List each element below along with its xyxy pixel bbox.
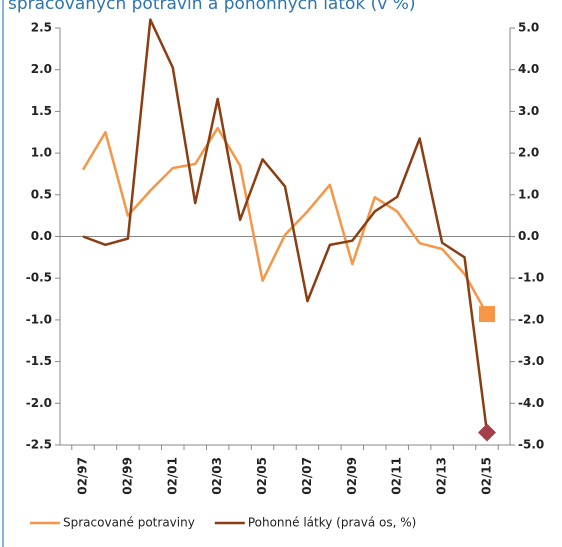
legend-label: Spracované potraviny: [63, 516, 195, 530]
legend-label: Pohonné látky (pravá os, %): [248, 516, 417, 530]
y2-tick-label: 3.0: [518, 104, 539, 118]
y2-tick-label: 5.0: [518, 21, 539, 35]
y2-tick-label: 0.0: [518, 229, 539, 243]
y2-tick-label: -5.0: [518, 438, 544, 452]
x-tick-label: 02/99: [120, 457, 134, 495]
y-tick-label: -0.5: [26, 271, 52, 285]
series-line: [82, 18, 489, 433]
x-tick-label: 02/03: [210, 457, 224, 495]
y-tick-label: -1.0: [26, 312, 52, 326]
y-tick-label: 1.0: [31, 146, 52, 160]
y2-tick-label: -2.0: [518, 312, 544, 326]
x-tick-label: 02/15: [480, 457, 494, 495]
y-tick-label: 2.0: [31, 62, 52, 76]
y2-tick-label: -3.0: [518, 354, 544, 368]
end-marker: [479, 306, 495, 323]
x-tick-label: 02/97: [76, 457, 90, 495]
y2-tick-label: 1.0: [518, 187, 539, 201]
y-tick-label: 0.0: [31, 229, 52, 243]
chart-title: spracovaných potravín a pohonných látok …: [8, 0, 416, 14]
x-tick-label: 02/09: [345, 457, 359, 495]
y-tick-label: 1.5: [31, 104, 52, 118]
y2-tick-label: -1.0: [518, 271, 544, 285]
y-tick-label: -2.5: [26, 438, 52, 452]
y2-tick-label: 2.0: [518, 146, 539, 160]
y-tick-label: 2.5: [31, 21, 52, 35]
y2-tick-label: -4.0: [518, 396, 544, 410]
y2-tick-label: 4.0: [518, 62, 539, 76]
y-tick-label: -1.5: [26, 354, 52, 368]
y-tick-label: 0.5: [31, 187, 52, 201]
series-line: [81, 126, 489, 315]
x-tick-label: 02/07: [300, 457, 314, 495]
x-tick-label: 02/11: [390, 457, 404, 495]
y-tick-label: -2.0: [26, 396, 52, 410]
x-tick-label: 02/01: [165, 457, 179, 495]
x-tick-label: 02/05: [255, 457, 269, 495]
x-tick-label: 02/13: [435, 457, 449, 495]
end-marker: [478, 423, 496, 442]
